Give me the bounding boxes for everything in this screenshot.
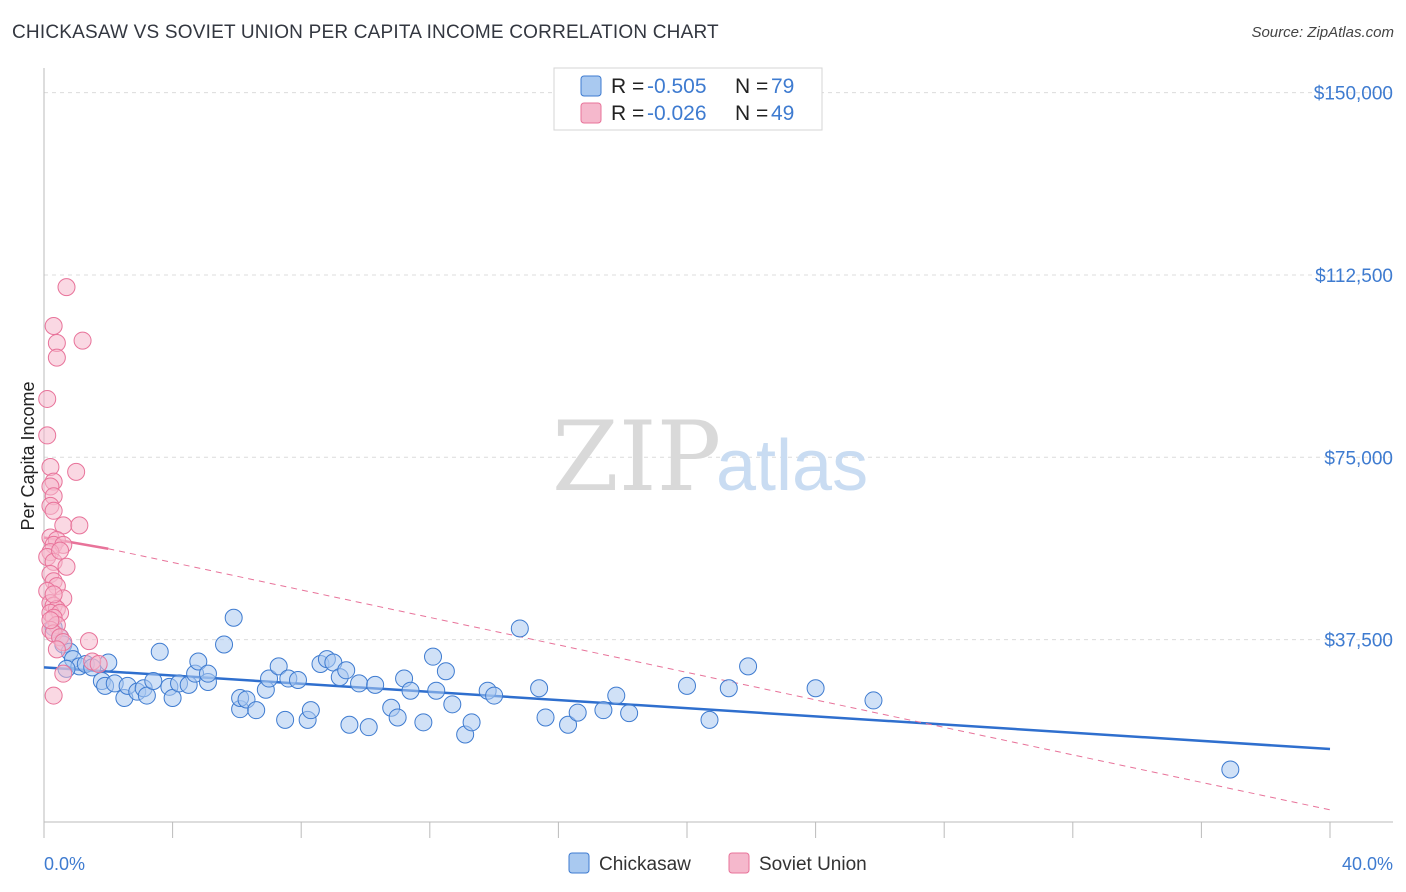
point-chickasaw (224, 608, 243, 627)
grid-lines (44, 92, 1393, 641)
point-soviet-union (51, 541, 70, 560)
point-chickasaw (340, 715, 359, 734)
point-chickasaw (366, 675, 385, 694)
point-chickasaw (424, 647, 443, 666)
bottom-legend-swatch-chickasaw (568, 852, 590, 874)
point-chickasaw (337, 661, 356, 680)
point-soviet-union (89, 654, 108, 673)
point-chickasaw (443, 695, 462, 714)
y-tick-label: $150,000 (1314, 84, 1393, 105)
legend-swatch-soviet-union (580, 102, 602, 124)
point-chickasaw (269, 657, 288, 676)
point-soviet-union (38, 426, 57, 445)
point-soviet-union (57, 557, 76, 576)
watermark-atlas: atlas (716, 426, 868, 506)
bottom-legend-chickasaw: Chickasaw (599, 854, 691, 875)
point-chickasaw (427, 681, 446, 700)
legend-r-label-1: R = (611, 75, 644, 98)
legend-n-label-1: N = (735, 75, 768, 98)
legend-swatch-chickasaw (580, 75, 602, 97)
y-tick-label: $75,000 (1324, 448, 1393, 469)
point-chickasaw (350, 674, 369, 693)
y-axis-label: Per Capita Income (18, 381, 38, 530)
point-chickasaw (215, 635, 234, 654)
point-chickasaw (700, 710, 719, 729)
point-soviet-union (41, 458, 60, 477)
point-chickasaw (510, 619, 529, 638)
source-label: Source: ZipAtlas.com (1251, 24, 1394, 41)
legend-r-value-2: -0.026 (647, 102, 707, 125)
point-soviet-union (44, 501, 63, 520)
point-chickasaw (276, 710, 295, 729)
trend-lines (43, 536, 1331, 811)
point-soviet-union (44, 317, 63, 335)
point-chickasaw (288, 671, 307, 690)
point-chickasaw (198, 664, 217, 683)
y-tick-label: $37,500 (1324, 631, 1393, 652)
point-soviet-union (57, 278, 76, 297)
y-tick-labels: $37,500 $75,000 $112,500 $150,000 (1314, 84, 1393, 652)
point-chickasaw (607, 686, 626, 705)
trend-line-chickasaw (43, 666, 1331, 751)
legend-r-label-2: R = (611, 102, 644, 125)
point-chickasaw (530, 679, 549, 698)
watermark: ZIP atlas (552, 401, 868, 513)
point-chickasaw (144, 671, 163, 690)
x-tick-label-min: 0.0% (44, 854, 85, 874)
point-chickasaw (388, 708, 407, 727)
point-chickasaw (301, 701, 320, 720)
legend-n-value-1: 79 (771, 75, 794, 98)
legend-n-value-2: 49 (771, 102, 794, 125)
bottom-legend-soviet-union: Soviet Union (759, 854, 867, 875)
point-soviet-union (47, 348, 66, 367)
axes (43, 68, 1393, 838)
x-tick-label-max: 40.0% (1342, 854, 1393, 874)
point-chickasaw (559, 715, 578, 734)
point-soviet-union (44, 686, 63, 705)
point-soviet-union (67, 462, 86, 481)
point-soviet-union (44, 585, 63, 604)
point-chickasaw (150, 642, 169, 661)
point-chickasaw (414, 713, 433, 732)
point-chickasaw (485, 686, 504, 705)
point-chickasaw (594, 701, 613, 720)
chart-title: CHICKASAW VS SOVIET UNION PER CAPITA INC… (12, 22, 719, 43)
point-chickasaw (864, 691, 883, 710)
legend-n-label-2: N = (735, 102, 768, 125)
point-soviet-union (80, 632, 99, 651)
point-soviet-union (73, 331, 92, 350)
point-soviet-union (38, 389, 57, 408)
data-points (38, 278, 1240, 779)
y-tick-label: $112,500 (1315, 266, 1393, 287)
point-chickasaw (189, 652, 208, 671)
point-chickasaw (401, 681, 420, 700)
legend-box: R = -0.505 N = 79 R = -0.026 N = 49 (553, 67, 823, 131)
point-chickasaw (719, 679, 738, 698)
point-chickasaw (247, 701, 266, 720)
point-chickasaw (1221, 760, 1240, 779)
point-soviet-union (47, 640, 66, 659)
point-chickasaw (568, 703, 587, 722)
point-chickasaw (436, 662, 455, 681)
x-tick-labels: 0.0% 40.0% (44, 854, 1393, 874)
watermark-zip: ZIP (552, 401, 721, 513)
point-chickasaw (739, 657, 758, 676)
legend-r-value-1: -0.505 (647, 75, 707, 98)
point-chickasaw (678, 676, 696, 695)
point-chickasaw (536, 708, 555, 727)
point-chickasaw (359, 718, 378, 737)
bottom-legend: Chickasaw Soviet Union (568, 852, 867, 875)
point-soviet-union (70, 516, 89, 535)
point-chickasaw (620, 704, 639, 723)
point-soviet-union (54, 664, 73, 683)
point-chickasaw (260, 669, 279, 688)
point-soviet-union (41, 611, 60, 630)
point-chickasaw (462, 713, 481, 732)
point-chickasaw (806, 679, 825, 698)
bottom-legend-swatch-soviet-union (728, 852, 750, 874)
